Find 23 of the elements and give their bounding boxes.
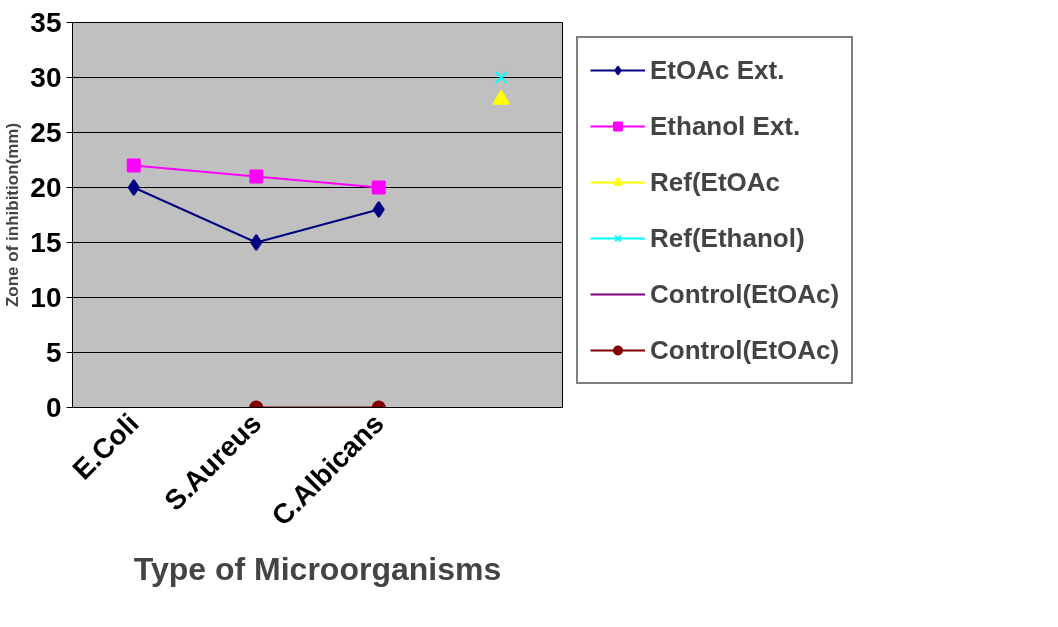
point	[249, 169, 264, 184]
legend-label: Ethanol Ext.	[650, 109, 801, 143]
y-tick-label: 25	[30, 117, 62, 148]
y-tick-label: 30	[30, 62, 62, 93]
y-tick-label: 35	[30, 7, 62, 38]
legend-label: EtOAc Ext.	[650, 53, 785, 87]
y-axis-title: Zone of inhibition(mm)	[3, 122, 23, 308]
y-tick-label: 10	[30, 282, 62, 313]
y-tick-label: 5	[45, 337, 62, 368]
point	[250, 234, 263, 251]
legend-label: Ref(Ethanol)	[650, 221, 805, 255]
legend-label: Control(EtOAc)	[650, 277, 840, 311]
legend-label: Control(EtOAc)	[650, 333, 840, 367]
x-axis-title: Type of Microorganisms	[133, 550, 502, 587]
y-tick-label: 0	[45, 392, 62, 423]
point	[127, 179, 140, 196]
point	[126, 158, 141, 173]
legend-label: Ref(EtOAc	[650, 165, 781, 199]
point	[371, 180, 386, 195]
y-tick-label: 15	[30, 227, 62, 258]
y-tick-label: 20	[30, 172, 62, 203]
point	[372, 201, 385, 218]
point	[494, 71, 508, 84]
